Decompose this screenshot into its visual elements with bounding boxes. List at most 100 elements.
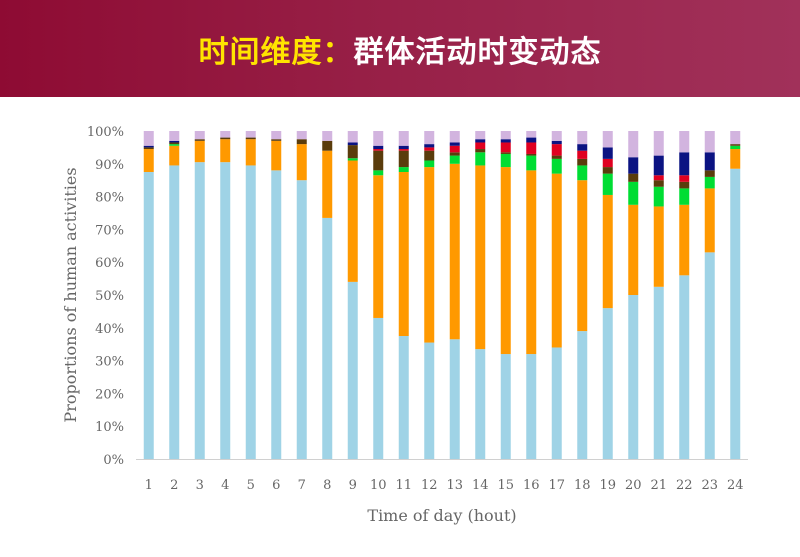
bar-segment-hour-2-series-7: [169, 131, 180, 141]
slide-title: 时间维度：群体活动时变动态: [199, 27, 602, 71]
bar-segment-hour-22-series-5: [679, 175, 690, 182]
bar-segment-hour-5-series-2: [245, 139, 256, 166]
bar-segment-hour-16-series-1: [526, 354, 537, 459]
bar-segment-hour-23-series-7: [704, 131, 715, 153]
bar-segment-hour-18-series-3: [577, 165, 588, 181]
bar-segment-hour-9-series-4: [347, 145, 358, 159]
bar-segment-hour-11-series-4: [398, 150, 409, 168]
bar-segment-hour-24-series-2: [730, 149, 741, 169]
bar-segment-hour-13-series-4: [449, 152, 460, 156]
bar-segment-hour-16-series-5: [526, 142, 537, 154]
y-tick-label: 80%: [95, 191, 124, 206]
bar-segment-hour-23-series-2: [704, 188, 715, 253]
bar-segment-hour-18-series-1: [577, 331, 588, 459]
y-tick-label: 10%: [95, 420, 124, 435]
bar-segment-hour-17-series-6: [551, 140, 562, 145]
bar-segment-hour-15-series-4: [500, 152, 511, 154]
x-tick-label: 12: [421, 478, 438, 493]
bar-segment-hour-24-series-4: [730, 144, 741, 146]
bar-segment-hour-17-series-7: [551, 131, 562, 141]
bar-segment-hour-23-series-1: [704, 252, 715, 459]
bar-segment-hour-23-series-6: [704, 152, 715, 171]
bar-segment-hour-23-series-3: [704, 176, 715, 189]
bar-segment-hour-14-series-7: [475, 131, 486, 140]
bar-segment-hour-12-series-3: [424, 160, 435, 168]
bar-segment-hour-21-series-1: [653, 286, 664, 459]
bar-segment-hour-16-series-2: [526, 170, 537, 355]
bar-segment-hour-13-series-1: [449, 339, 460, 459]
bar-segment-hour-14-series-2: [475, 165, 486, 350]
bar-segment-hour-19-series-4: [602, 167, 613, 174]
bar-segment-hour-7-series-4: [296, 139, 307, 145]
bar-segment-hour-11-series-5: [398, 149, 409, 151]
bar-segment-hour-3-series-7: [194, 131, 205, 140]
bar-segment-hour-16-series-3: [526, 155, 537, 171]
bar-segment-hour-5-series-4: [245, 137, 256, 140]
bar-segment-hour-10-series-1: [373, 317, 384, 459]
bar-segment-hour-13-series-6: [449, 142, 460, 146]
bar-segment-hour-17-series-4: [551, 155, 562, 159]
bar-segment-hour-4-series-1: [220, 162, 231, 459]
bar-segment-hour-11-series-7: [398, 131, 409, 146]
bar-segment-hour-13-series-5: [449, 145, 460, 153]
bar-segment-hour-20-series-3: [628, 181, 639, 205]
bar-segment-hour-17-series-1: [551, 347, 562, 459]
bar-segment-hour-21-series-7: [653, 131, 664, 156]
x-tick-label: 2: [170, 478, 178, 493]
bar-segment-hour-2-series-6: [169, 140, 180, 143]
bar-segment-hour-1-series-2: [143, 149, 154, 172]
bar-segment-hour-14-series-4: [475, 149, 486, 153]
bar-segment-hour-9-series-1: [347, 281, 358, 459]
bar-segment-hour-20-series-1: [628, 295, 639, 459]
bar-segment-hour-19-series-1: [602, 308, 613, 459]
bar-segment-hour-10-series-7: [373, 131, 384, 146]
bar-segment-hour-9-series-2: [347, 160, 358, 282]
x-tick-label: 4: [221, 478, 229, 493]
bar-segment-hour-19-series-2: [602, 194, 613, 309]
y-tick-label: 70%: [95, 223, 124, 238]
title-banner: 时间维度：群体活动时变动态: [0, 0, 800, 97]
y-tick-label: 0%: [103, 453, 124, 468]
bar-segment-hour-9-series-6: [347, 142, 358, 146]
bar-segment-hour-10-series-3: [373, 170, 384, 176]
bar-segment-hour-10-series-5: [373, 149, 384, 151]
bar-segment-hour-13-series-3: [449, 155, 460, 164]
bar-segment-hour-22-series-7: [679, 131, 690, 153]
x-tick-label: 9: [349, 478, 357, 493]
y-tick-label: 20%: [95, 387, 124, 402]
bar-segment-hour-1-series-4: [143, 147, 154, 150]
bar-segment-hour-4-series-7: [220, 131, 231, 138]
y-tick-labels: 0% 10% 20% 30% 40% 50% 60% 70% 80% 90% 100%: [87, 125, 124, 468]
x-tick-label: 7: [298, 478, 306, 493]
bar-segment-hour-21-series-4: [653, 180, 664, 187]
bar-segment-hour-14-series-3: [475, 152, 486, 166]
bar-segment-hour-14-series-6: [475, 139, 486, 143]
bar-segment-hour-4-series-2: [220, 139, 231, 163]
bar-segment-hour-21-series-3: [653, 186, 664, 207]
bar-segment-hour-2-series-4: [169, 142, 180, 145]
x-tick-label: 10: [370, 478, 387, 493]
bar-segment-hour-15-series-2: [500, 167, 511, 355]
bar-segment-hour-12-series-7: [424, 131, 435, 145]
bar-segment-hour-22-series-1: [679, 275, 690, 459]
x-tick-label: 18: [574, 478, 591, 493]
bar-segment-hour-3-series-2: [194, 140, 205, 163]
bar-segment-hour-1-series-6: [143, 145, 154, 148]
x-tick-label: 22: [676, 478, 693, 493]
bar-segment-hour-11-series-1: [398, 336, 409, 459]
x-tick-label: 23: [701, 478, 718, 493]
bar-segment-hour-19-series-7: [602, 131, 613, 148]
bar-segment-hour-12-series-4: [424, 150, 435, 161]
bar-segment-hour-11-series-6: [398, 145, 409, 150]
bar-segment-hour-18-series-6: [577, 144, 588, 151]
bar-segment-hour-1-series-1: [143, 172, 154, 459]
bar-segment-hour-19-series-5: [602, 158, 613, 168]
bar-segment-hour-15-series-7: [500, 131, 511, 140]
bar-segment-hour-16-series-4: [526, 153, 537, 156]
title-lead: 时间维度：: [198, 34, 354, 70]
bar-segment-hour-10-series-6: [373, 145, 384, 150]
title-rest: 群体活动时变动态: [353, 34, 602, 70]
bar-segment-hour-19-series-6: [602, 147, 613, 159]
bar-segment-hour-21-series-2: [653, 206, 664, 287]
x-tick-label: 21: [650, 478, 667, 493]
